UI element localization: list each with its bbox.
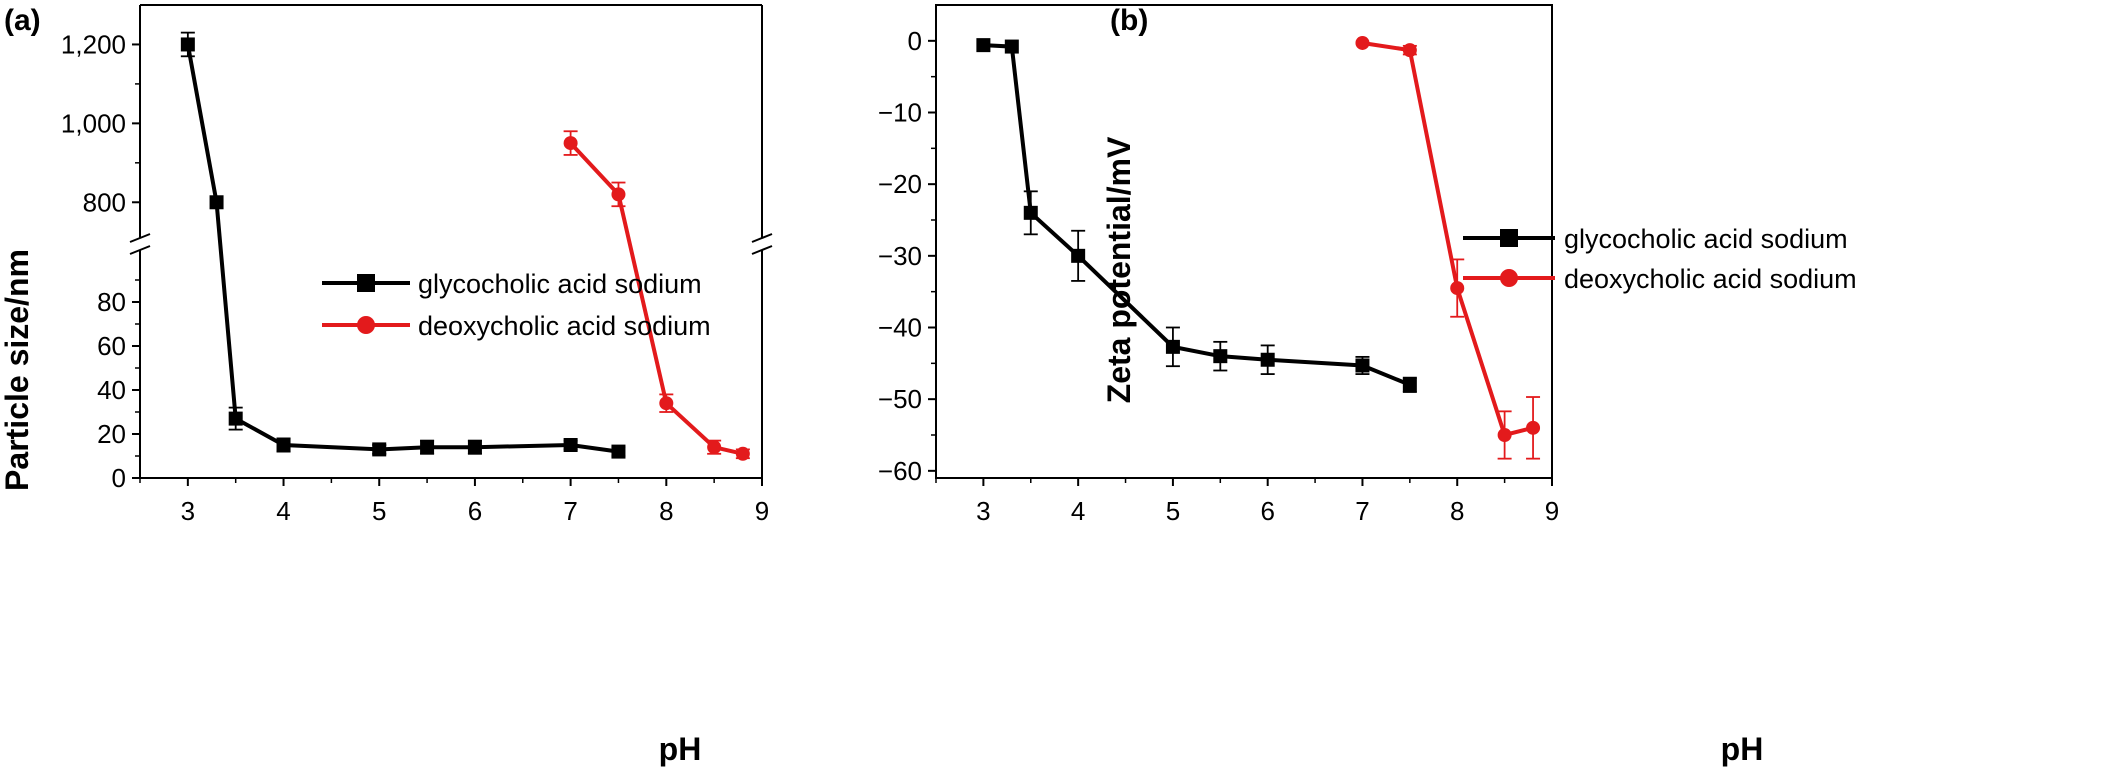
data-point-glycocholic-acid-sodium xyxy=(1260,352,1275,367)
data-point-glycocholic-acid-sodium xyxy=(1355,358,1370,373)
data-point-deoxycholic-acid-sodium xyxy=(1526,420,1541,435)
data-point-deoxycholic-acid-sodium xyxy=(735,446,750,461)
panel-a-x-axis-title: pH xyxy=(659,731,702,767)
data-point-glycocholic-acid-sodium xyxy=(1004,39,1019,54)
x-tick-label: 6 xyxy=(1260,496,1274,526)
y-tick-label: −60 xyxy=(878,456,922,486)
x-tick-label: 4 xyxy=(1071,496,1085,526)
panel-a-series xyxy=(180,31,750,461)
y-tick-label: 0 xyxy=(112,463,126,493)
x-tick-label: 7 xyxy=(1355,496,1369,526)
y-tick-label: 60 xyxy=(97,331,126,361)
data-point-deoxycholic-acid-sodium xyxy=(1497,428,1512,442)
data-point-deoxycholic-acid-sodium xyxy=(1355,35,1370,50)
series-glycocholic-acid-sodium xyxy=(180,31,626,459)
panel-a-legend: glycocholic acid sodium deoxycholic acid… xyxy=(322,269,711,341)
y-tick-label: 1,200 xyxy=(61,29,126,59)
axis-break-mark xyxy=(129,233,151,243)
series-line-glycocholic-acid-sodium xyxy=(983,43,1411,387)
panel-b-x-axis-title: pH xyxy=(1721,731,1764,767)
data-point-deoxycholic-acid-sodium xyxy=(1450,281,1465,296)
y-tick-label: 1,000 xyxy=(61,108,126,138)
legend-marker-deoxycholic xyxy=(357,316,375,334)
data-point-glycocholic-acid-sodium xyxy=(209,195,224,210)
legend-marker-deoxycholic xyxy=(1500,269,1518,287)
x-tick-label: 7 xyxy=(563,496,577,526)
series-glycocholic-acid-sodium xyxy=(976,38,1417,393)
panel-b-legend: glycocholic acid sodium deoxycholic acid… xyxy=(1463,224,1857,294)
legend-label-glycocholic: glycocholic acid sodium xyxy=(1564,224,1848,254)
y-tick-label: −20 xyxy=(878,169,922,199)
data-point-glycocholic-acid-sodium xyxy=(276,438,291,452)
x-tick-label: 5 xyxy=(372,496,386,526)
legend-label-deoxycholic: deoxycholic acid sodium xyxy=(418,311,711,341)
y-tick-label: −40 xyxy=(878,313,922,343)
data-point-deoxycholic-acid-sodium xyxy=(707,440,722,455)
data-point-glycocholic-acid-sodium xyxy=(467,440,482,455)
panel-a-frame xyxy=(129,4,773,479)
panel-b-ticks: 3 4 5 6 7 8 9 0 −10 −20 −30 −40 −50 −60 xyxy=(878,26,1559,526)
axis-break-mark xyxy=(751,245,773,255)
x-tick-label: 9 xyxy=(755,496,769,526)
data-point-glycocholic-acid-sodium xyxy=(563,438,578,452)
data-point-glycocholic-acid-sodium xyxy=(180,37,195,52)
axis-break-mark xyxy=(751,233,773,243)
x-tick-label: 4 xyxy=(276,496,290,526)
legend-marker-glycocholic xyxy=(1500,229,1518,247)
legend-marker-glycocholic xyxy=(357,274,375,292)
y-tick-label: 40 xyxy=(97,375,126,405)
x-tick-label: 8 xyxy=(1450,496,1464,526)
y-tick-label: 800 xyxy=(83,187,126,217)
data-point-glycocholic-acid-sodium xyxy=(1165,339,1180,354)
data-point-glycocholic-acid-sodium xyxy=(1023,205,1038,220)
plot-frame xyxy=(935,4,1553,479)
x-tick-label: 6 xyxy=(468,496,482,526)
x-tick-label: 3 xyxy=(976,496,990,526)
series-deoxycholic-acid-sodium xyxy=(563,130,750,461)
x-tick-label: 5 xyxy=(1166,496,1180,526)
panel-b-frame xyxy=(935,4,1553,479)
y-tick-label: −50 xyxy=(878,384,922,414)
x-tick-label: 9 xyxy=(1545,496,1559,526)
panel-b-zeta-potential: (b) 3 4 5 6 7 8 9 0 −10 −20 −30 −40 −50 −60 glycochol… xyxy=(878,4,1857,767)
data-point-deoxycholic-acid-sodium xyxy=(659,396,674,411)
data-point-glycocholic-acid-sodium xyxy=(976,38,991,53)
panel-b-y-axis-title: Zeta potential/mV xyxy=(1101,136,1137,403)
panel-b-series xyxy=(976,35,1541,460)
legend-label-deoxycholic: deoxycholic acid sodium xyxy=(1564,264,1857,294)
data-point-deoxycholic-acid-sodium xyxy=(611,187,626,202)
data-point-glycocholic-acid-sodium xyxy=(372,442,387,457)
data-point-glycocholic-acid-sodium xyxy=(228,411,243,426)
x-tick-label: 8 xyxy=(659,496,673,526)
data-point-glycocholic-acid-sodium xyxy=(1213,349,1228,364)
axis-break-mark xyxy=(129,245,151,255)
data-point-deoxycholic-acid-sodium xyxy=(1402,43,1417,58)
y-tick-label: −10 xyxy=(878,98,922,128)
data-point-deoxycholic-acid-sodium xyxy=(563,136,578,151)
panel-a-label: (a) xyxy=(4,4,41,37)
data-point-glycocholic-acid-sodium xyxy=(1402,377,1417,392)
y-tick-label: −30 xyxy=(878,241,922,271)
panel-a-ticks: 3 4 5 6 7 8 9 0 20 40 60 80 800 1,000 1,200 xyxy=(61,29,769,526)
legend-label-glycocholic: glycocholic acid sodium xyxy=(418,269,702,299)
y-tick-label: 80 xyxy=(97,287,126,317)
x-tick-label: 3 xyxy=(181,496,195,526)
data-point-glycocholic-acid-sodium xyxy=(1071,248,1086,263)
data-point-glycocholic-acid-sodium xyxy=(420,440,435,455)
panel-b-label: (b) xyxy=(1110,4,1148,37)
y-tick-label: 0 xyxy=(908,26,922,56)
series-line-glycocholic-acid-sodium xyxy=(185,44,619,454)
panel-a-particle-size: (a) 3 4 5 6 7 8 9 0 20 40 60 80 800 1,000 1,200 glycoc… xyxy=(0,4,773,767)
data-point-glycocholic-acid-sodium xyxy=(611,444,626,459)
panel-a-y-axis-title: Particle size/nm xyxy=(0,249,35,491)
series-deoxycholic-acid-sodium xyxy=(1355,35,1541,460)
y-tick-label: 20 xyxy=(97,419,126,449)
